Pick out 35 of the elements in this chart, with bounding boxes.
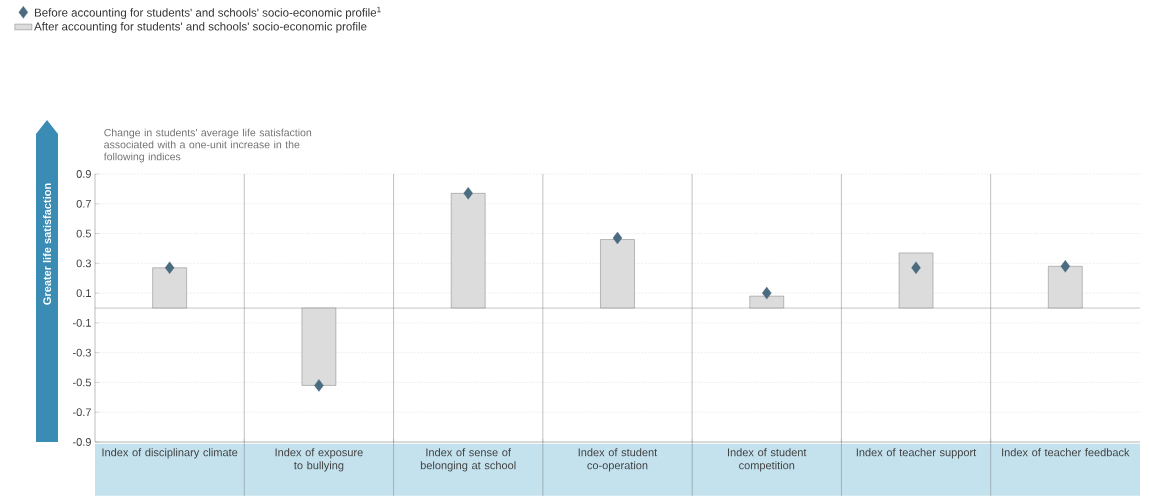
point	[463, 187, 473, 200]
point	[314, 379, 324, 392]
bar	[898, 252, 934, 309]
x-tick-label: Index of student co-operation	[578, 448, 658, 472]
y-tick-label: -0.9	[73, 438, 91, 446]
point	[1060, 260, 1071, 273]
bar	[301, 307, 337, 386]
y-tick-label: -0.5	[73, 378, 91, 387]
y-tick-label: -0.7	[73, 408, 91, 417]
y-tick-label: -0.3	[73, 348, 91, 357]
y-tick-label: -0.1	[73, 319, 91, 327]
point	[612, 231, 623, 245]
bar	[600, 239, 635, 309]
text: Greater life satisfaction	[42, 183, 52, 305]
y-tick-label: 0.7	[76, 199, 91, 208]
y-tick-label: 0.5	[76, 229, 91, 238]
y-tick-label: 0.3	[76, 259, 91, 268]
point	[762, 286, 772, 300]
x-tick-label: Index of exposure to bullying	[275, 448, 363, 472]
y-axis-title: Change in students' average life satisfaction associated with a one-unit increase in the following indices	[103, 128, 312, 163]
x-tick-label: Index of teacher feedback	[1002, 448, 1130, 457]
bar	[749, 295, 784, 309]
bar	[1048, 266, 1083, 309]
point	[164, 261, 175, 274]
point	[911, 261, 921, 274]
x-tick-label: Index of teacher support	[856, 448, 977, 459]
y-tick-label: 0.1	[76, 289, 91, 297]
bar	[450, 193, 486, 309]
legend-label: After accounting for students' and schools' socio-economic profile	[34, 22, 367, 33]
x-tick-label: Index of sense of belonging at school	[420, 448, 516, 472]
bar	[152, 267, 187, 309]
y-tick-label: 0.9	[76, 170, 91, 178]
x-tick-label: Index of disciplinary climate	[102, 448, 238, 459]
x-tick-label: Index of student competition	[728, 448, 807, 472]
legend-label: Before accounting for students' and schools' socio-economic profile$^{1}$	[35, 6, 381, 19]
